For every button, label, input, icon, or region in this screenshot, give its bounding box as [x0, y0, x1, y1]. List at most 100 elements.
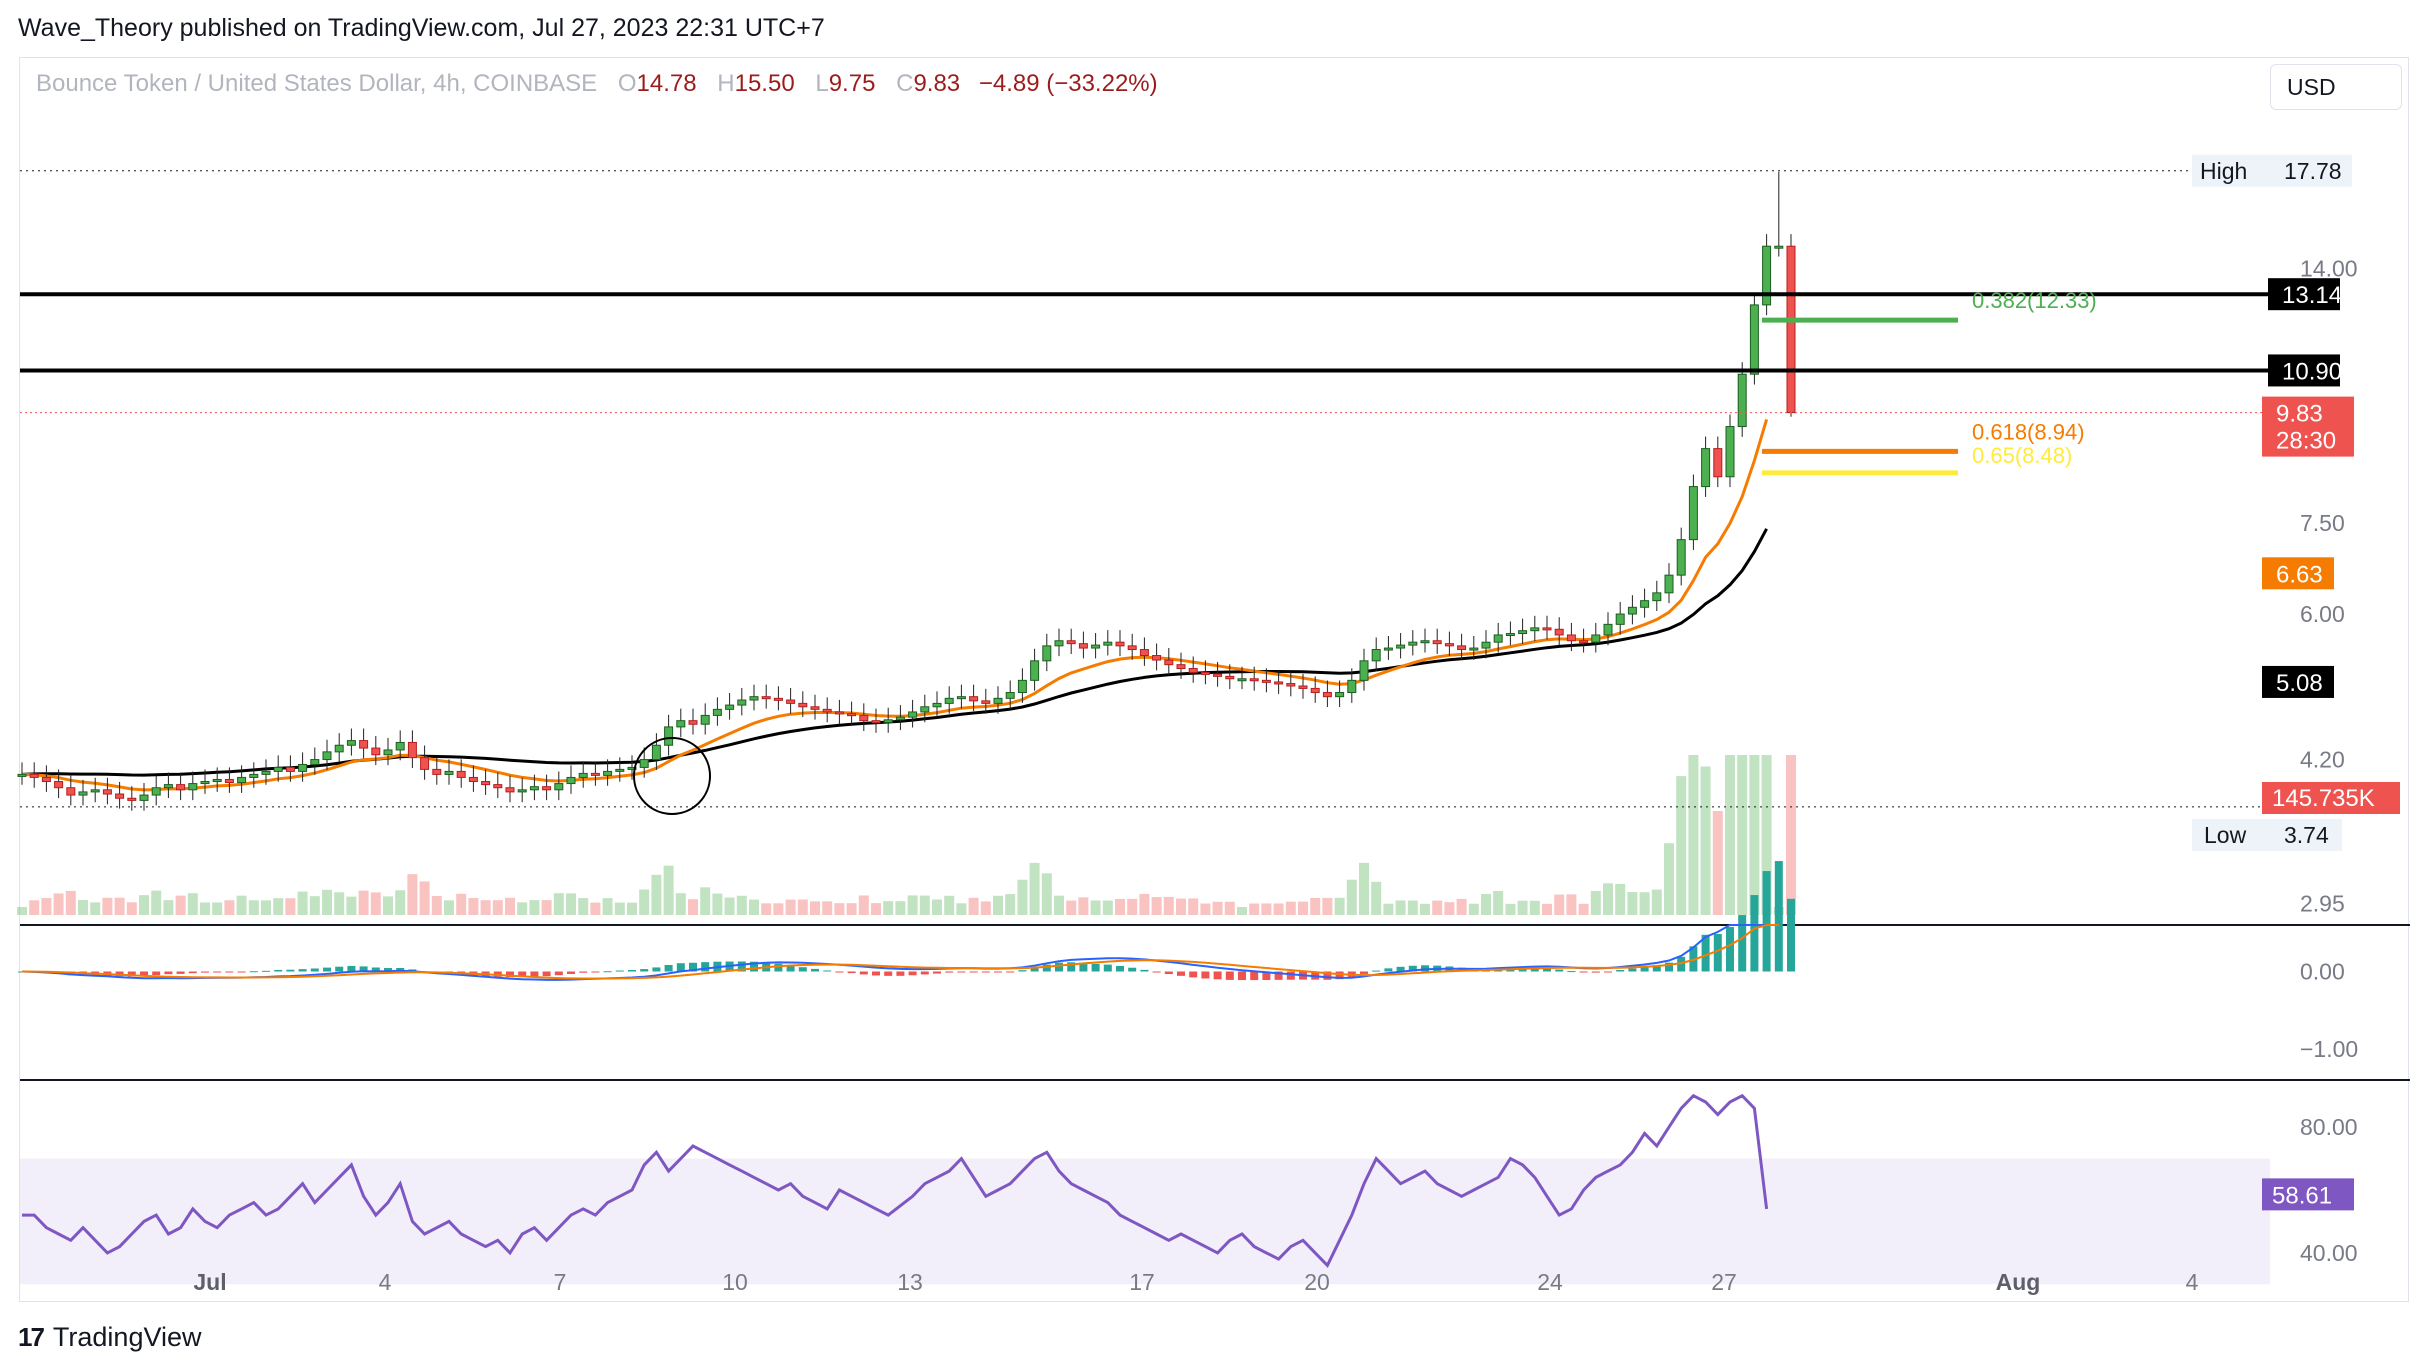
macd-histogram-bar — [164, 971, 173, 975]
macd-histogram-bar — [1006, 971, 1015, 973]
volume-bar — [1371, 881, 1382, 915]
macd-histogram-bar — [1262, 971, 1271, 981]
macd-histogram-bar — [298, 969, 307, 972]
macd-histogram-bar — [384, 968, 392, 972]
high-value: 17.78 — [2284, 158, 2342, 184]
candle-down — [224, 778, 234, 784]
volume-bar — [761, 903, 772, 915]
volume-bar — [1139, 893, 1150, 915]
candle-up — [1640, 600, 1650, 608]
ema-slow-label: 5.08 — [2276, 670, 2323, 697]
volume-bar — [1310, 898, 1321, 915]
macd-histogram-bar — [262, 970, 270, 972]
volume-bar — [1505, 903, 1516, 915]
candle-up — [1408, 641, 1418, 646]
volume-bar — [773, 903, 784, 915]
macd-histogram-bar — [506, 971, 514, 978]
macd-histogram-bar — [1055, 962, 1063, 972]
candle-up — [90, 789, 100, 793]
macd-histogram-bar — [1652, 965, 1661, 972]
time-axis-tick: Jul — [193, 1269, 226, 1295]
footer-brand-label: TradingView — [52, 1322, 202, 1352]
candle-up — [895, 716, 905, 721]
low-label: L — [815, 70, 829, 97]
volume-bar — [1078, 897, 1089, 915]
volume-label-bg — [2262, 782, 2400, 814]
volume-bar — [1322, 897, 1333, 915]
volume-bar — [846, 903, 857, 915]
candle-up — [139, 794, 149, 801]
macd-histogram-bar — [1628, 968, 1637, 972]
candle-up — [920, 706, 930, 713]
volume-bar — [358, 890, 369, 915]
candle-up — [700, 714, 710, 725]
high-label: H — [717, 70, 735, 97]
candle-up — [578, 772, 588, 778]
currency-button[interactable]: USD — [2270, 64, 2402, 110]
volume-bar — [907, 895, 918, 915]
macd-histogram-bar — [188, 971, 197, 974]
volume-bar — [858, 895, 869, 915]
macd-histogram-bar — [286, 969, 295, 972]
macd-histogram-bar — [798, 967, 807, 972]
volume-bar — [261, 900, 271, 915]
ema-fast-label: 6.63 — [2276, 561, 2323, 588]
rsi-axis-tick: 80.00 — [2300, 1114, 2358, 1140]
countdown-label: 28:30 — [2276, 428, 2336, 455]
volume-bar — [1066, 900, 1077, 915]
volume-bar — [700, 887, 711, 915]
candle-up — [676, 720, 686, 728]
symbol-legend[interactable]: Bounce Token / United States Dollar, 4h,… — [36, 70, 1158, 98]
candle-up — [1091, 644, 1101, 649]
volume-bar — [932, 899, 942, 915]
macd-histogram-bar — [872, 971, 880, 976]
volume-bar — [712, 893, 723, 915]
candle-up — [1237, 678, 1247, 682]
rsi-label: 58.61 — [2272, 1182, 2332, 1209]
breakout-circle — [633, 737, 711, 815]
close-label: C — [896, 70, 914, 97]
macd-histogram-bar — [1530, 967, 1539, 972]
volume-bar — [566, 893, 576, 915]
volume-bar — [968, 897, 979, 915]
candle-up — [1664, 574, 1674, 594]
volume-bar — [1712, 811, 1723, 915]
resistance-label-bg — [2268, 278, 2340, 311]
close-value: 9.83 — [913, 70, 961, 97]
volume-bar — [1639, 892, 1650, 915]
volume-bar — [749, 899, 759, 915]
macd-histogram-bar — [396, 967, 405, 972]
footer-brand[interactable]: 17 TradingView — [18, 1322, 202, 1353]
symbol-title: Bounce Token / United States Dollar, 4h,… — [36, 70, 598, 97]
macd-histogram-bar — [1726, 927, 1734, 972]
volume-bar — [41, 898, 52, 915]
volume-bar — [1261, 903, 1272, 915]
candle-up — [1701, 448, 1711, 488]
low-value: 3.74 — [2284, 822, 2329, 848]
candle-up — [1335, 692, 1345, 698]
volume-bar — [944, 895, 955, 915]
candle-down — [1432, 640, 1442, 645]
volume-bar — [1603, 883, 1613, 915]
volume-bar — [919, 895, 930, 915]
macd-histogram-bar — [1616, 970, 1625, 972]
time-axis-tick: 20 — [1304, 1269, 1330, 1295]
volume-bar — [529, 900, 540, 915]
candle-up — [444, 770, 454, 775]
macd-histogram-bar — [1677, 956, 1686, 972]
candle-up — [554, 783, 564, 791]
candle-up — [1493, 634, 1503, 643]
candle-up — [237, 776, 247, 784]
candle-up — [737, 699, 747, 706]
candle-down — [1127, 645, 1137, 651]
candle-up — [1591, 634, 1601, 643]
high-label-bg — [2192, 154, 2352, 187]
volume-bar — [1688, 755, 1699, 915]
macd-histogram-bar — [1238, 971, 1246, 981]
candle-up — [712, 708, 722, 716]
resistance-label-bg — [2268, 354, 2340, 387]
volume-bar — [1224, 901, 1235, 915]
candle-up — [1383, 647, 1393, 651]
candle-down — [468, 776, 478, 783]
